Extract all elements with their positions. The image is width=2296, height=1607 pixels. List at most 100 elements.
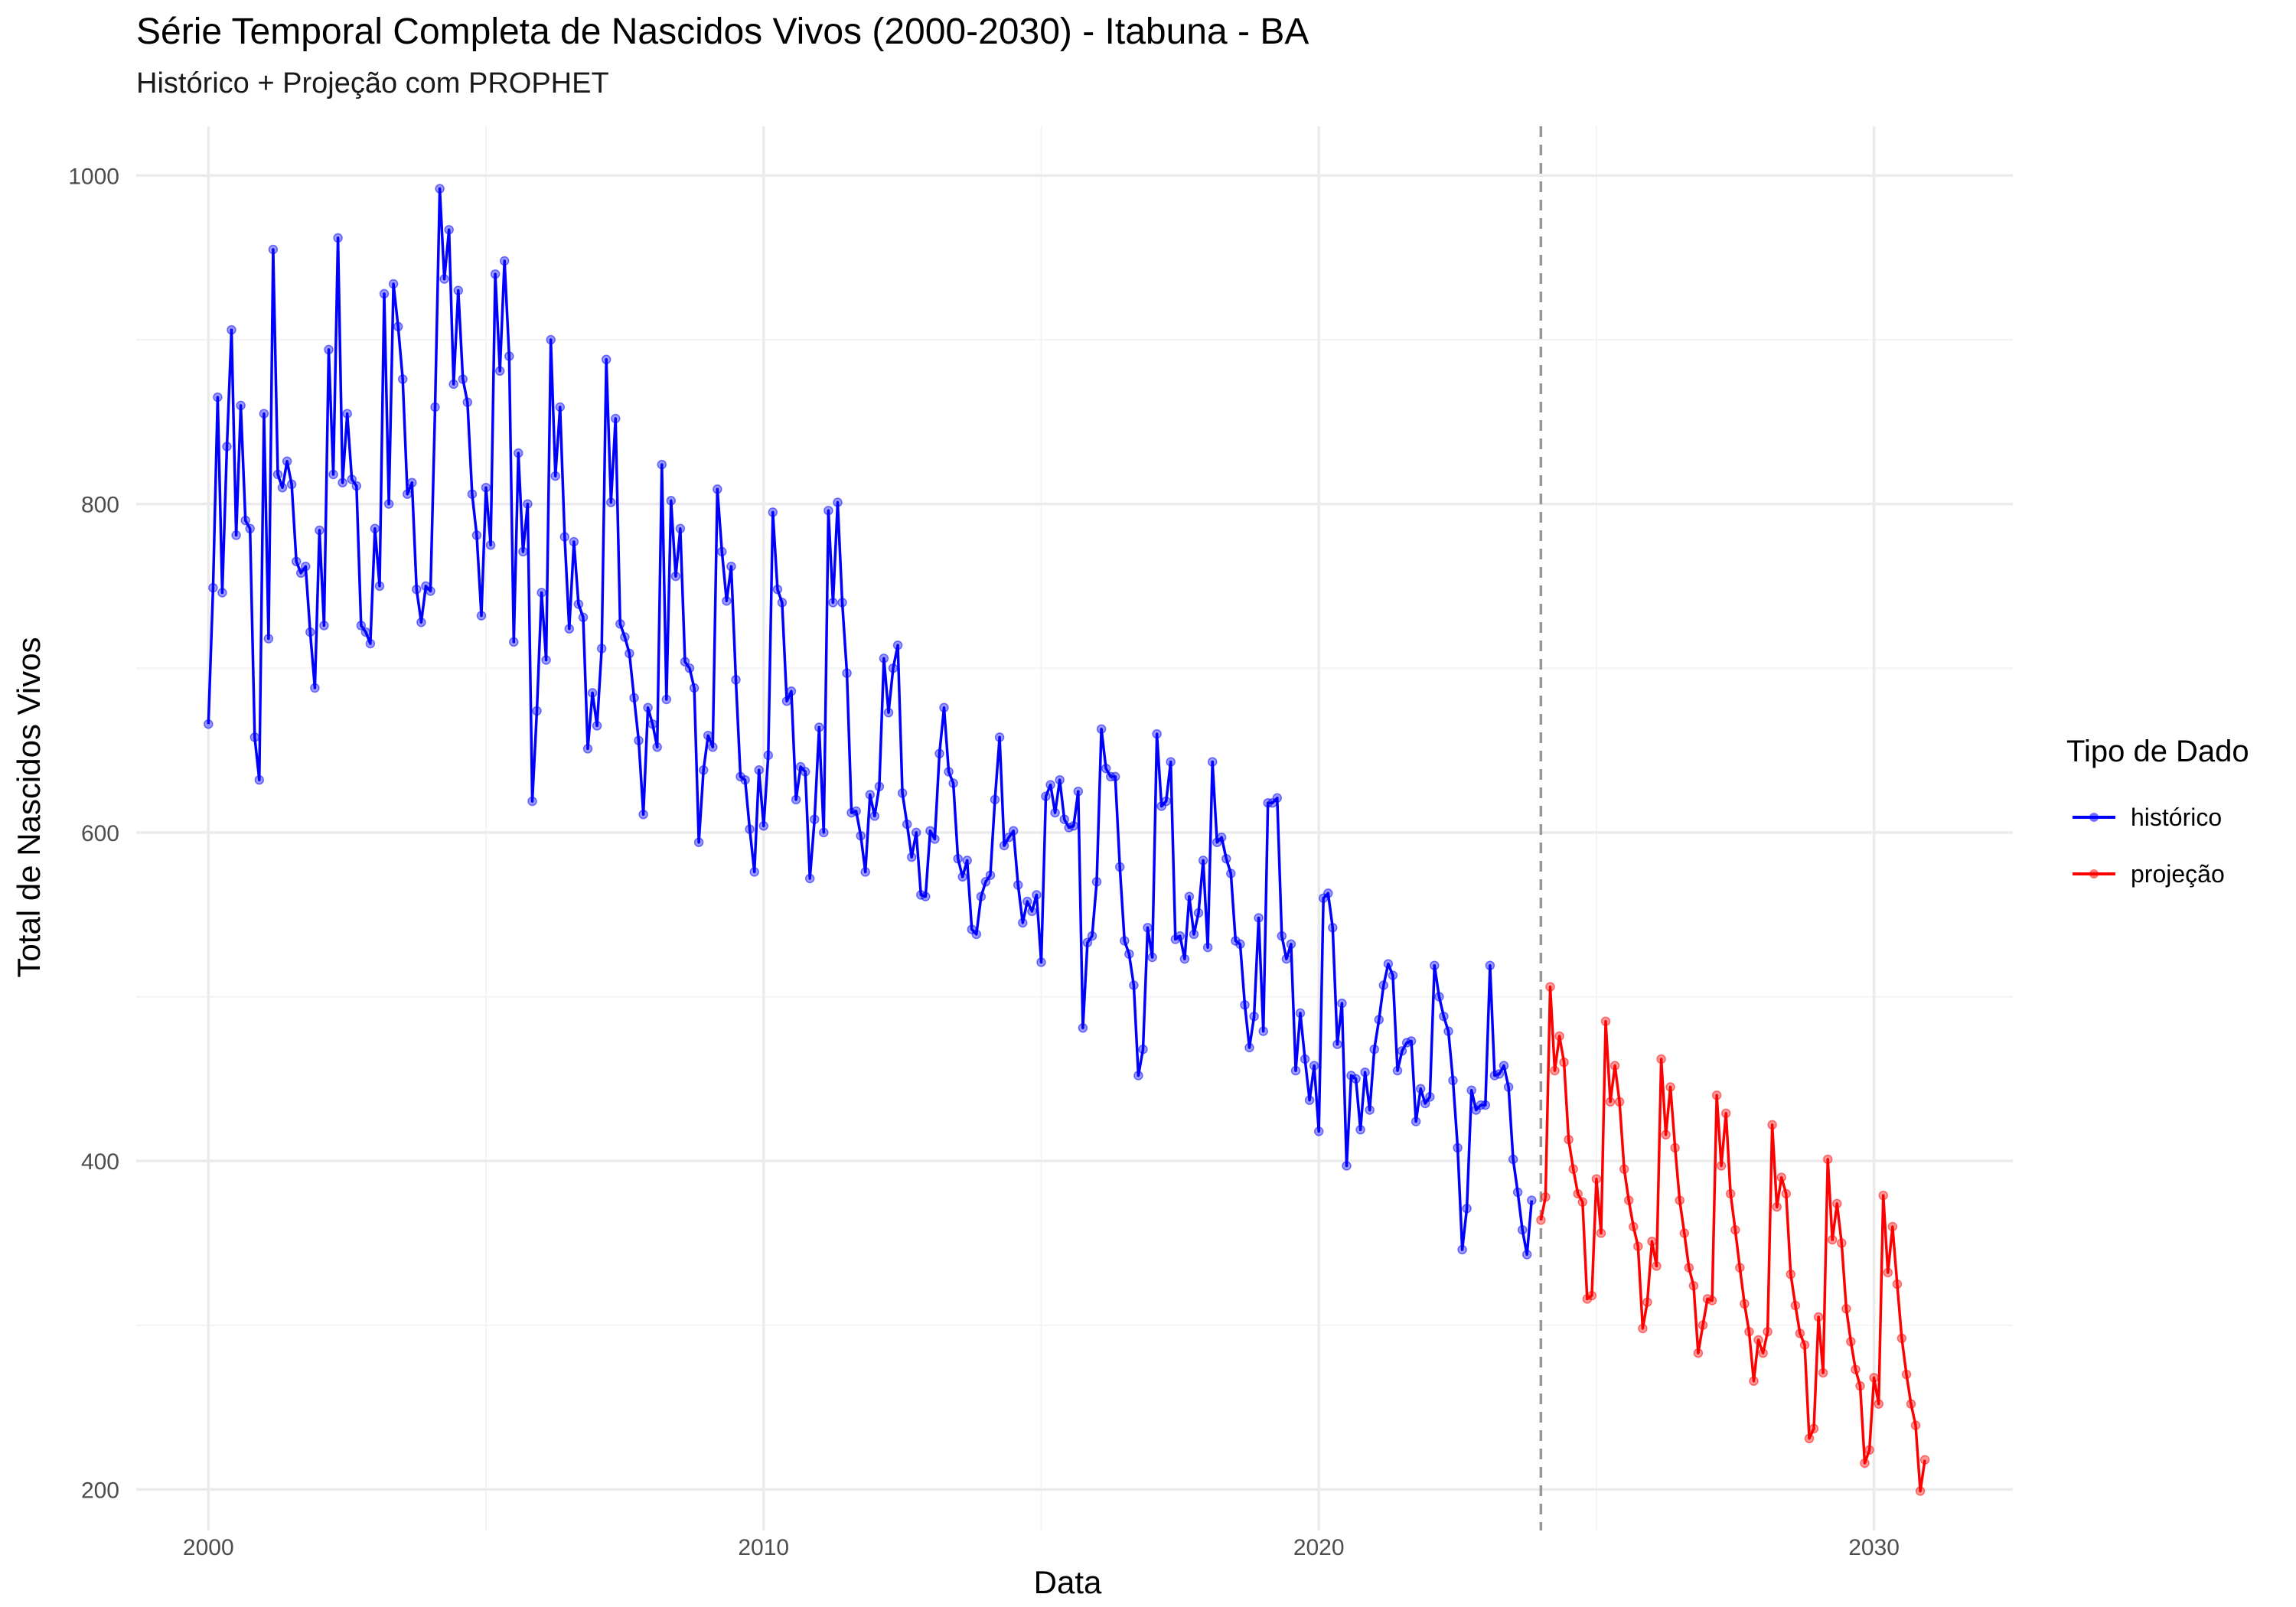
data-point-historico xyxy=(1091,877,1102,887)
data-point-historico xyxy=(1277,931,1287,941)
data-point-historico xyxy=(713,484,722,494)
data-point-projecao xyxy=(1609,1061,1620,1071)
data-point-historico xyxy=(869,811,880,821)
data-point-historico xyxy=(810,814,820,824)
legend: Tipo de Dado histórico projeção xyxy=(2066,735,2249,902)
data-point-historico xyxy=(647,719,657,729)
data-point-historico xyxy=(819,827,829,838)
data-point-projecao xyxy=(1716,1161,1727,1171)
data-point-historico xyxy=(1512,1187,1523,1198)
data-point-historico xyxy=(277,482,288,493)
data-point-historico xyxy=(1244,1042,1254,1053)
x-tick-label: 2000 xyxy=(183,1535,234,1560)
data-point-historico xyxy=(1161,796,1171,807)
data-point-historico xyxy=(971,929,982,940)
data-point-historico xyxy=(1120,936,1130,946)
legend-point-historico xyxy=(2089,813,2099,822)
data-point-historico xyxy=(263,634,274,644)
data-point-historico xyxy=(393,321,403,332)
data-point-projecao xyxy=(1679,1228,1690,1238)
data-point-historico xyxy=(1073,786,1084,797)
y-tick-label: 800 xyxy=(81,493,119,518)
data-point-historico xyxy=(227,324,236,335)
data-point-projecao xyxy=(1619,1164,1629,1175)
data-point-historico xyxy=(698,765,709,775)
data-point-historico xyxy=(953,853,963,864)
data-point-historico xyxy=(883,707,894,718)
data-point-historico xyxy=(911,827,921,838)
data-point-historico xyxy=(1022,896,1032,907)
data-point-historico xyxy=(208,582,218,593)
data-point-historico xyxy=(777,598,788,608)
data-point-historico xyxy=(1202,942,1213,953)
data-point-historico xyxy=(462,397,473,407)
data-point-historico xyxy=(1462,1204,1472,1214)
data-point-historico xyxy=(1226,869,1236,878)
data-point-historico xyxy=(338,478,347,487)
data-point-historico xyxy=(856,830,866,841)
data-point-projecao xyxy=(1786,1269,1796,1279)
series-line-projecao xyxy=(1539,985,1926,1493)
data-point-historico xyxy=(902,819,912,830)
data-point-historico xyxy=(1068,821,1079,831)
data-point-historico xyxy=(1207,757,1218,767)
data-point-historico xyxy=(365,638,376,649)
data-point-projecao xyxy=(1919,1455,1930,1465)
data-point-projecao xyxy=(1614,1097,1625,1107)
data-point-historico xyxy=(1036,957,1046,967)
data-point-historico xyxy=(629,693,639,703)
data-point-historico xyxy=(328,469,338,480)
data-point-historico xyxy=(1101,763,1111,774)
data-point-historico xyxy=(657,459,667,470)
legend-point-projecao xyxy=(2089,869,2099,878)
data-point-historico xyxy=(842,668,852,678)
data-point-projecao xyxy=(1860,1458,1870,1468)
data-point-historico xyxy=(745,824,755,834)
data-point-historico xyxy=(1129,980,1139,990)
data-point-historico xyxy=(693,837,704,847)
data-point-historico xyxy=(1383,959,1394,969)
data-point-projecao xyxy=(1763,1327,1773,1337)
data-point-historico xyxy=(1517,1224,1528,1235)
data-point-historico xyxy=(791,794,801,805)
data-point-historico xyxy=(444,224,454,235)
data-point-historico xyxy=(921,892,931,901)
data-point-historico xyxy=(295,568,306,579)
data-point-historico xyxy=(388,279,399,289)
data-point-historico xyxy=(1045,780,1055,790)
data-point-historico xyxy=(1281,953,1292,964)
x-tick-label: 2010 xyxy=(738,1535,789,1560)
data-point-projecao xyxy=(1633,1241,1643,1251)
data-point-historico xyxy=(1466,1085,1476,1096)
data-point-historico xyxy=(249,732,260,742)
data-point-historico xyxy=(1328,923,1338,933)
chart-title: Série Temporal Completa de Nascidos Vivo… xyxy=(136,11,1309,52)
data-point-historico xyxy=(814,722,824,732)
data-point-historico xyxy=(1193,908,1204,918)
data-point-projecao xyxy=(1883,1267,1893,1278)
data-point-historico xyxy=(1096,724,1107,734)
data-point-historico xyxy=(1374,1015,1384,1025)
x-tick-label: 2020 xyxy=(1293,1535,1345,1560)
data-point-projecao xyxy=(1605,1097,1616,1107)
data-point-historico xyxy=(458,374,468,384)
data-point-projecao xyxy=(1596,1228,1606,1238)
data-point-historico xyxy=(934,748,944,759)
data-point-historico xyxy=(564,624,575,634)
data-point-historico xyxy=(1032,890,1042,900)
data-point-historico xyxy=(546,334,556,345)
data-point-historico xyxy=(763,750,774,761)
data-point-historico xyxy=(888,663,899,673)
data-point-projecao xyxy=(1577,1197,1588,1208)
y-tick-label: 200 xyxy=(81,1478,119,1503)
data-point-historico xyxy=(1295,1008,1306,1019)
data-point-historico xyxy=(717,546,727,557)
data-point-historico xyxy=(1485,960,1495,970)
data-point-projecao xyxy=(1554,1031,1564,1041)
x-axis-label: Data xyxy=(1034,1564,1102,1600)
data-point-projecao xyxy=(1587,1290,1597,1301)
data-point-historico xyxy=(606,497,616,507)
data-point-historico xyxy=(1406,1036,1417,1046)
y-tick-labels: 200 400 600 800 1000 xyxy=(68,164,119,1503)
data-point-historico xyxy=(1355,1125,1365,1135)
